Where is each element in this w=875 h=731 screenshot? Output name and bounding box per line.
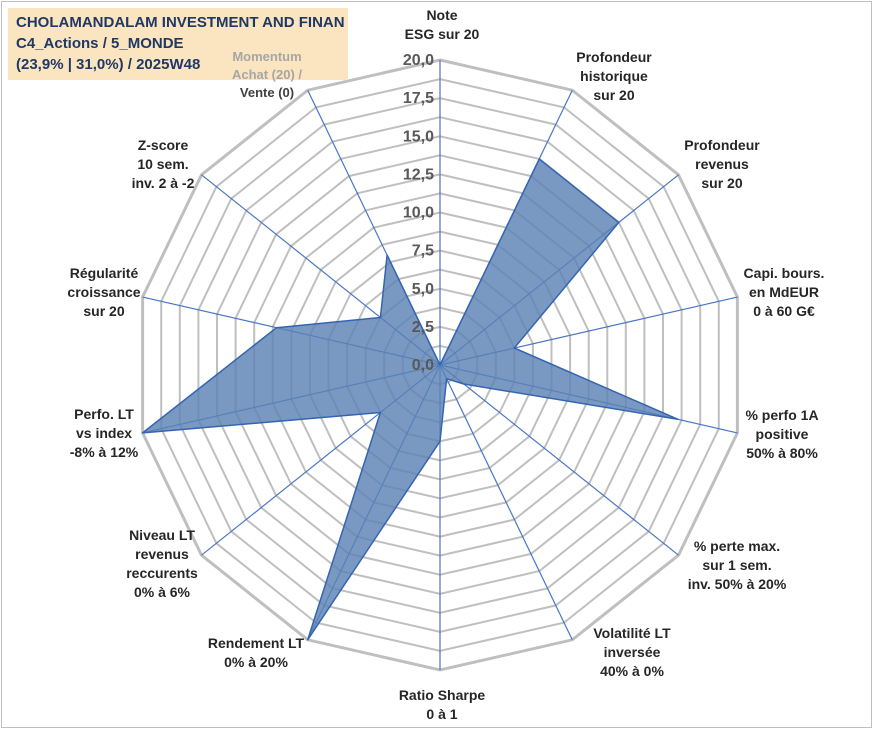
axis-label-perte-max-line-3: inv. 50% à 20% [688, 576, 787, 592]
axis-label-profondeur-historique-line-3: sur 20 [593, 87, 634, 103]
axis-label-niveau-lt-revenus-line-2: revenus [135, 546, 189, 562]
axis-label-regularite-croissance-line-2: croissance [67, 284, 140, 300]
axis-label-perfo-lt-index-line-2: vs index [76, 425, 132, 441]
axis-label-niveau-lt-revenus-line-4: 0% à 6% [134, 584, 191, 600]
axis-label-perfo-1a-line-1: % perfo 1A [745, 407, 818, 423]
axis-label-z-score-line-1: Z-score [138, 137, 189, 153]
axis-label-profondeur-revenus-line-2: revenus [695, 156, 749, 172]
axis-label-perte-max-line-2: sur 1 sem. [702, 557, 771, 573]
tick-label: 12,5 [403, 166, 434, 183]
axis-label-regularite-croissance-line-1: Régularité [70, 265, 139, 281]
tick-label: 15,0 [403, 128, 434, 145]
axis-label-ratio-sharpe-line-2: 0 à 1 [426, 706, 457, 722]
chart-title: CHOLAMANDALAM INVESTMENT AND FINAN [16, 14, 345, 31]
axis-label-momentum-line-3: Vente (0) [239, 85, 295, 100]
axis-label-capi-bours-line-3: 0 à 60 G€ [753, 303, 815, 319]
tick-label: 17,5 [403, 90, 434, 107]
axis-label-niveau-lt-revenus-line-3: reccurents [126, 565, 198, 581]
axis-label-perte-max-line-1: % perte max. [694, 538, 780, 554]
tick-label: 20,0 [403, 52, 434, 69]
axis-label-volatilite-lt-line-3: 40% à 0% [600, 663, 664, 679]
axis-label-z-score-line-3: inv. 2 à -2 [132, 175, 195, 191]
chart-subtitle-week: (23,9% | 31,0%) / 2025W48 [16, 56, 201, 73]
axis-label-note-esg-line-1: Note [426, 7, 457, 23]
axis-label-perfo-lt-index-line-1: Perfo. LT [74, 406, 134, 422]
tick-label: 7,5 [412, 243, 434, 260]
chart-subtitle-universe: C4_Actions / 5_MONDE [16, 35, 184, 52]
tick-label: 5,0 [412, 281, 434, 298]
axis-label-niveau-lt-revenus-line-1: Niveau LT [129, 527, 195, 543]
chart-title-box: CHOLAMANDALAM INVESTMENT AND FINAN C4_Ac… [8, 8, 348, 80]
axis-label-volatilite-lt-line-1: Volatilité LT [593, 625, 671, 641]
axis-label-note-esg-line-2: ESG sur 20 [405, 26, 480, 42]
axis-label-momentum: Momentum Achat (20) / Vente (0) [212, 48, 322, 102]
axis-label-profondeur-revenus-line-1: Profondeur [684, 137, 760, 153]
axis-label-capi-bours-line-2: en MdEUR [749, 284, 819, 300]
axis-label-profondeur-revenus-line-3: sur 20 [701, 175, 742, 191]
axis-label-perfo-lt-index-line-3: -8% à 12% [70, 444, 139, 460]
axis-label-momentum-line-2: Achat (20) / [231, 67, 303, 82]
axis-label-rendement-lt-line-2: 0% à 20% [224, 654, 288, 670]
tick-label: 0,0 [412, 357, 434, 374]
axis-label-capi-bours-line-1: Capi. bours. [744, 265, 825, 281]
axis-label-volatilite-lt-line-2: inversée [604, 644, 661, 660]
axis-label-profondeur-historique-line-1: Profondeur [576, 49, 652, 65]
axis-label-ratio-sharpe-line-1: Ratio Sharpe [399, 687, 486, 703]
axis-label-profondeur-historique-line-2: historique [580, 68, 648, 84]
spoke-perte-max [439, 364, 679, 556]
axis-label-z-score-line-2: 10 sem. [137, 156, 188, 172]
axis-label-regularite-croissance-line-3: sur 20 [83, 303, 124, 319]
spoke-volatilite-lt [439, 364, 573, 641]
tick-label: 10,0 [403, 205, 434, 222]
axis-label-momentum-line-1: Momentum [232, 49, 302, 64]
axis-label-perfo-1a-line-2: positive [756, 426, 809, 442]
axis-label-perfo-1a-line-3: 50% à 80% [746, 445, 818, 461]
axis-label-rendement-lt-line-1: Rendement LT [208, 635, 305, 651]
tick-label: 2,5 [412, 319, 434, 336]
